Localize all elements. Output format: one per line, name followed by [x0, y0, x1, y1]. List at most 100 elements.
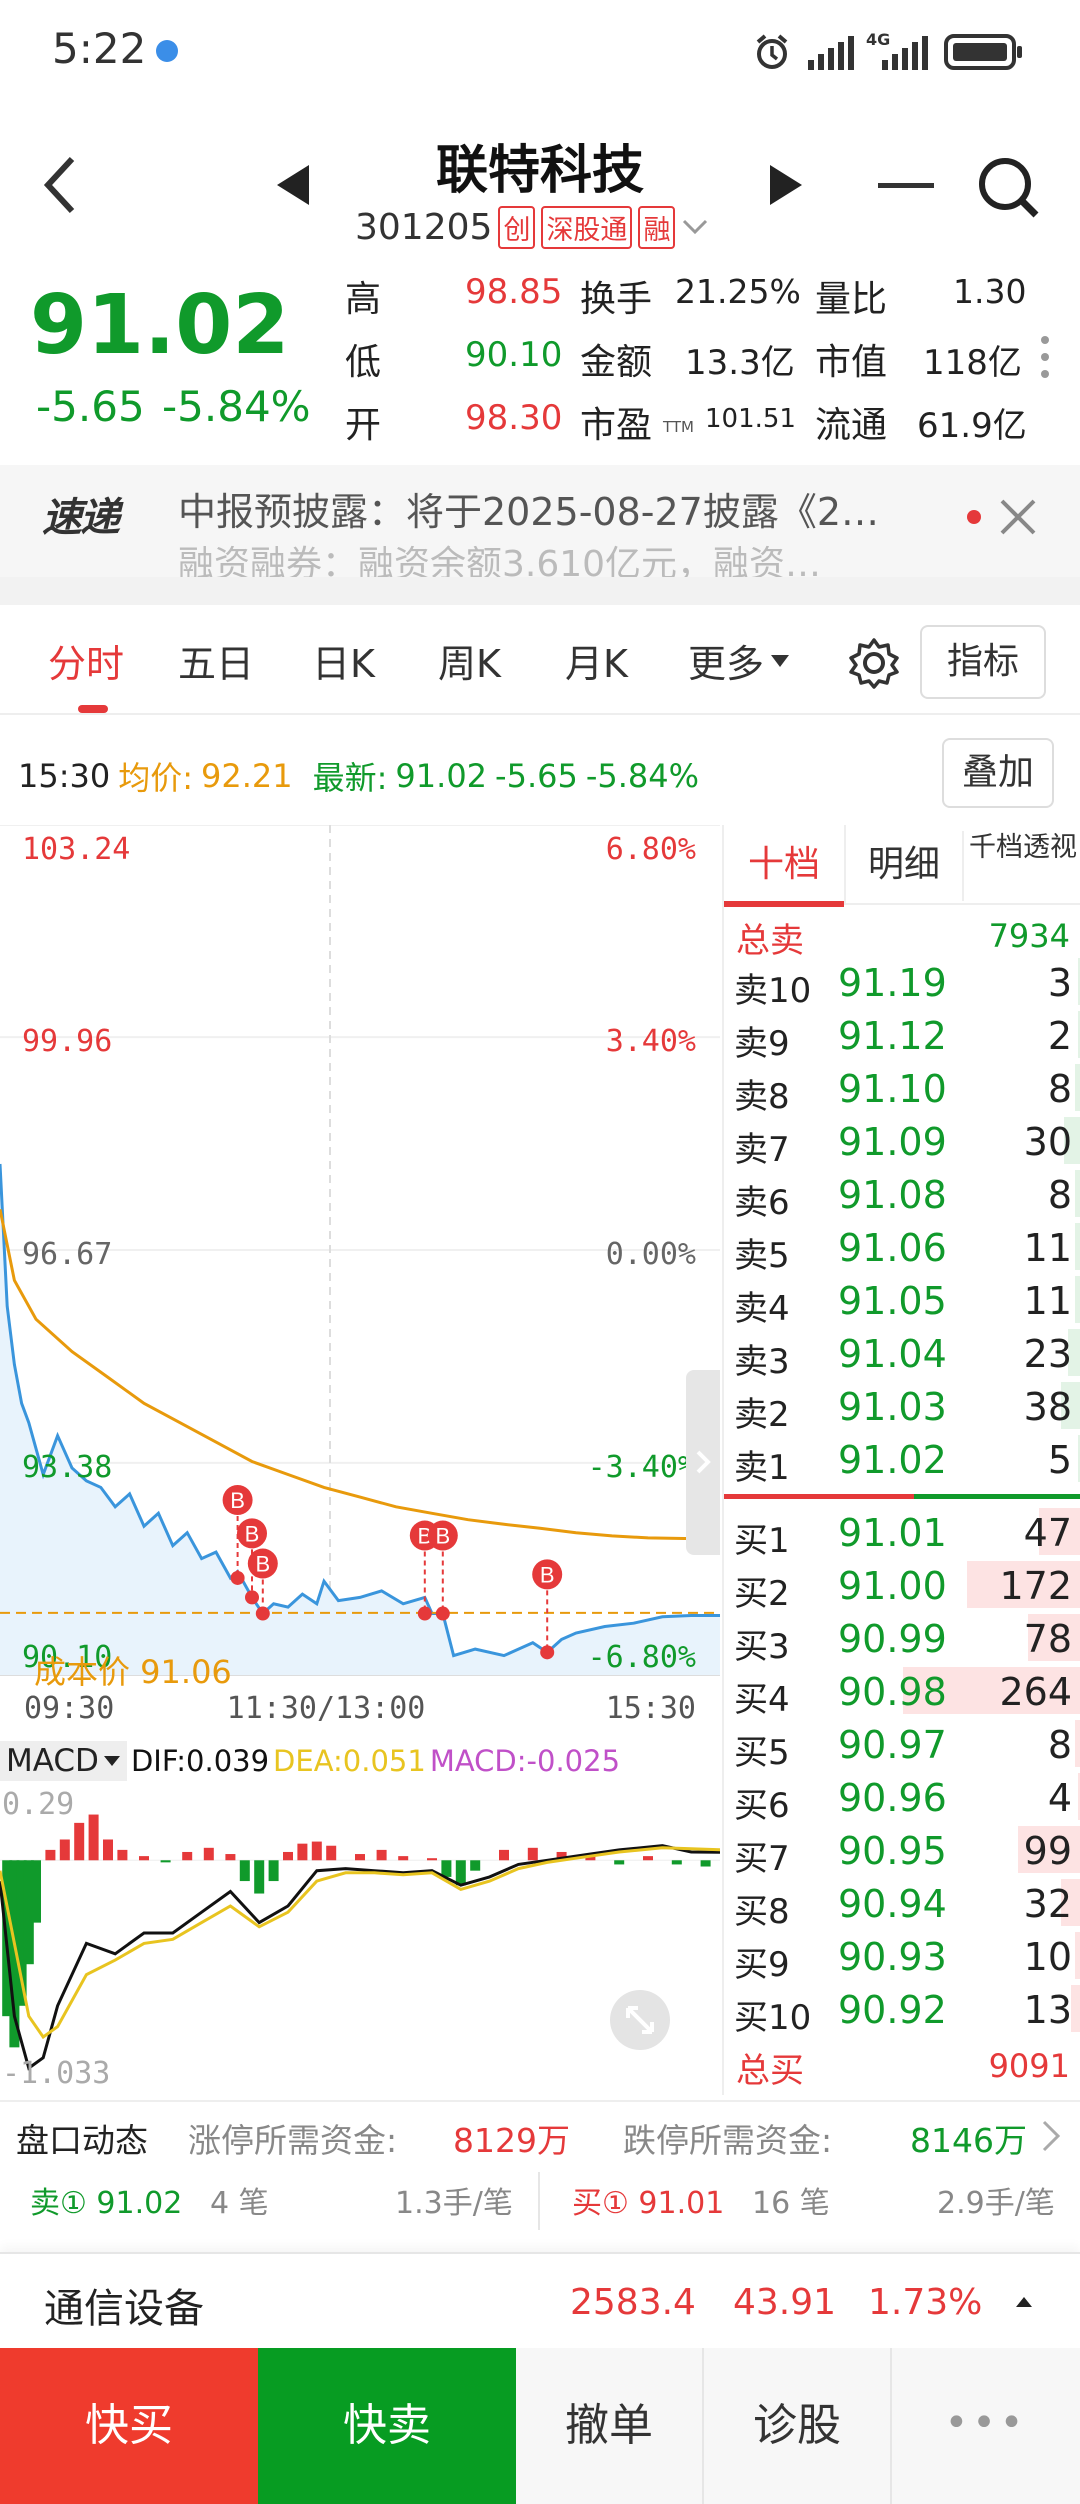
diagnose-button[interactable]: 诊股 [704, 2348, 892, 2504]
latest-value: 91.02 [395, 757, 488, 795]
level-price: 91.10 [838, 1067, 947, 1111]
tab-detail-label: 明细 [867, 844, 940, 885]
volume-depth-bar [1078, 1435, 1080, 1482]
tab-thousand-levels[interactable]: 千档透视 [962, 831, 1080, 901]
y-tick-right: -3.40% [588, 1450, 696, 1485]
latest-label: 最新: [312, 759, 388, 797]
news-ticker[interactable]: 速递 中报预披露：将于2025-08-27披露《2… 融资融券：融资余额3.61… [0, 465, 1080, 577]
bid-level-row[interactable]: 买7 90.95 99 [724, 1823, 1080, 1879]
ask-level-row[interactable]: 卖2 91.03 38 [724, 1379, 1080, 1435]
bid-levels: 买1 91.01 47 买2 91.00 172 买3 90.99 78 买4 90.98 264 买5… [724, 1505, 1080, 2038]
macd-panel[interactable]: MACD DIF:0.039 DEA:0.051 MACD:-0.025 0.2… [0, 1735, 720, 2085]
caret-up-icon[interactable] [1015, 2296, 1033, 2308]
macd-histogram-bar [103, 1839, 113, 1861]
sector-pct: 1.73% [868, 2282, 983, 2323]
tab-month-k[interactable]: 月K [565, 633, 628, 688]
ask-level-row[interactable]: 卖5 91.06 11 [724, 1220, 1080, 1276]
level-label: 买1 [734, 1521, 790, 1561]
level-price: 90.92 [838, 1988, 947, 2032]
level-volume: 4 [1047, 1776, 1072, 1820]
tab-week-k[interactable]: 周K [438, 633, 501, 688]
next-stock-icon[interactable] [768, 163, 804, 207]
close-icon[interactable] [998, 497, 1038, 537]
buy-marker-badge [427, 1520, 458, 1551]
level-volume: 38 [1023, 1385, 1072, 1429]
bid-level-row[interactable]: 买10 90.92 13 [724, 1982, 1080, 2038]
more-vertical-icon[interactable] [1040, 335, 1050, 379]
bid-level-row[interactable]: 买6 90.96 4 [724, 1770, 1080, 1826]
tab-thousand-levels-label: 千档透视 [969, 832, 1077, 863]
buy-point [540, 1645, 555, 1660]
quick-buy-button[interactable]: 快买 [0, 2348, 258, 2504]
expand-icon[interactable] [610, 1990, 670, 2050]
macd-histogram-bar [59, 1839, 70, 1861]
cancel-order-button[interactable]: 撤单 [516, 2348, 704, 2504]
avg-price-label: 均价: [118, 759, 194, 797]
level-volume: 99 [1023, 1829, 1072, 1873]
badge-shengutong: 深股通 [541, 205, 633, 249]
minimize-icon[interactable] [878, 183, 934, 188]
chart-collapse-handle[interactable] [686, 1370, 720, 1555]
ask-level-row[interactable]: 卖6 91.08 8 [724, 1167, 1080, 1223]
amount-value: 13.3亿 [685, 343, 795, 383]
more-menu-button[interactable]: ••• [944, 2400, 1028, 2446]
ask-level-row[interactable]: 卖8 91.10 8 [724, 1061, 1080, 1117]
tab-five-day[interactable]: 五日 [178, 633, 254, 688]
level-volume: 11 [1023, 1226, 1072, 1270]
y-tick-left: 103.24 [22, 832, 130, 867]
ask-level-row[interactable]: 卖9 91.12 2 [724, 1008, 1080, 1064]
prev-stock-icon[interactable] [275, 163, 311, 207]
macd-histogram-bar [470, 1860, 481, 1871]
settings-gear-icon[interactable] [846, 635, 902, 691]
latest-change: -5.65 [495, 757, 578, 795]
price-change-pct: -5.84% [162, 382, 311, 431]
level-label: 卖7 [734, 1130, 790, 1170]
search-icon[interactable] [976, 155, 1040, 219]
bid-level-row[interactable]: 买9 90.93 10 [724, 1929, 1080, 1985]
bid-level-row[interactable]: 买1 91.01 47 [724, 1505, 1080, 1561]
chevron-down-icon [681, 217, 709, 237]
bid-level-row[interactable]: 买2 91.00 172 [724, 1558, 1080, 1614]
overlay-button[interactable]: 叠加 [942, 738, 1054, 808]
market-dynamics-bar[interactable]: 盘口动态 涨停所需资金: 8129万 跌停所需资金: 8146万 [0, 2100, 1080, 2166]
news-line-2: 融资融券：融资余额3.610亿元，融资… [178, 544, 822, 577]
macd-histogram-bar [225, 1854, 236, 1861]
tab-day-k[interactable]: 日K [312, 633, 375, 688]
ask-level-row[interactable]: 卖10 91.19 3 [724, 955, 1080, 1011]
low-value: 90.10 [465, 335, 563, 375]
tab-detail[interactable]: 明细 [844, 825, 962, 905]
ask-level-row[interactable]: 卖4 91.05 11 [724, 1273, 1080, 1329]
tab-intraday[interactable]: 分时 [48, 633, 124, 688]
macd-histogram-bar [45, 1849, 56, 1861]
level-price: 91.02 [838, 1438, 947, 1482]
level-volume: 78 [1023, 1617, 1072, 1661]
macd-histogram-bar [614, 1860, 625, 1865]
buy-marker-label: B [255, 1552, 270, 1577]
macd-histogram-bar [355, 1854, 365, 1861]
quote-row-2: 低 90.10 金额 13.3亿 市值 118亿 [345, 333, 1045, 389]
price-area-fill [0, 1164, 720, 1675]
level-label: 买8 [734, 1892, 790, 1932]
dif-line [0, 1844, 720, 2071]
ask-level-row[interactable]: 卖1 91.02 5 [724, 1432, 1080, 1488]
latest-pct: -5.84% [585, 757, 700, 795]
queue-sell-count: 4 笔 [210, 2186, 269, 2221]
stock-code-row[interactable]: 301205 创 深股通 融 [355, 202, 709, 252]
ask-level-row[interactable]: 卖3 91.04 23 [724, 1326, 1080, 1382]
tab-ten-levels[interactable]: 十档 [724, 825, 844, 905]
sector-bar[interactable]: 通信设备 2583.4 43.91 1.73% [0, 2252, 1080, 2348]
tab-more[interactable]: 更多 [688, 633, 790, 688]
indicator-button[interactable]: 指标 [920, 625, 1046, 699]
bid-level-row[interactable]: 买8 90.94 32 [724, 1876, 1080, 1932]
level-price: 91.04 [838, 1332, 947, 1376]
intraday-chart[interactable]: B B B B B B 103.24 99.96 96.67 93.38 90.10 6.80% 3.4… [0, 825, 720, 1735]
bid-level-row[interactable]: 买5 90.97 8 [724, 1717, 1080, 1773]
info-time: 15:30 [18, 757, 111, 795]
macd-selector[interactable]: MACD [0, 1741, 127, 1781]
back-icon[interactable] [40, 155, 80, 215]
ask-level-row[interactable]: 卖7 91.09 30 [724, 1114, 1080, 1170]
bid-level-row[interactable]: 买4 90.98 264 [724, 1664, 1080, 1720]
bid-level-row[interactable]: 买3 90.99 78 [724, 1611, 1080, 1667]
quick-sell-button[interactable]: 快卖 [258, 2348, 516, 2504]
